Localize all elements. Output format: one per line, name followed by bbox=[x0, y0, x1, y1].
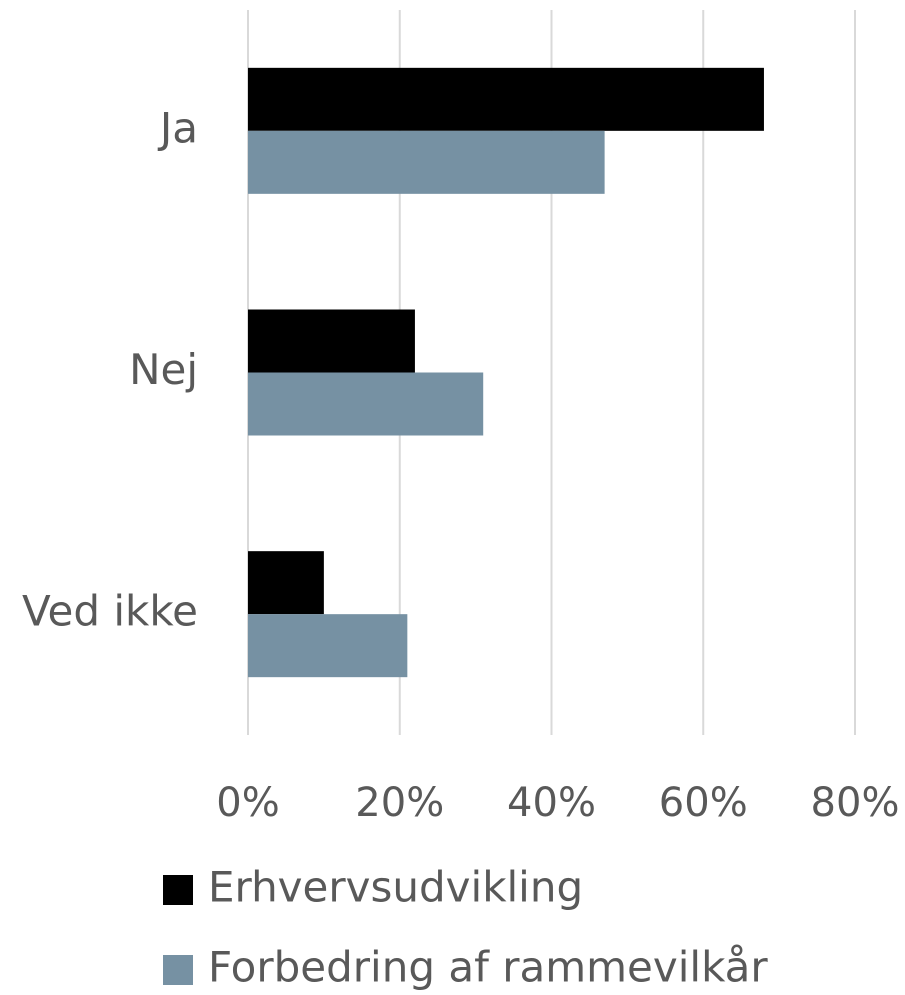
x-tick-label: 80% bbox=[811, 780, 900, 826]
x-tick-label: 60% bbox=[659, 780, 748, 826]
bar bbox=[248, 372, 484, 436]
legend-label: Erhvervsudvikling bbox=[208, 863, 583, 912]
y-tick-label: Nej bbox=[129, 345, 198, 394]
legend-label: Forbedring af rammevilkår bbox=[208, 943, 768, 992]
bar bbox=[248, 614, 408, 678]
bar bbox=[248, 551, 324, 615]
bar bbox=[248, 309, 415, 373]
y-tick-label: Ja bbox=[157, 103, 198, 152]
legend-swatch bbox=[163, 875, 193, 905]
x-tick-label: 40% bbox=[507, 780, 596, 826]
y-tick-label: Ved ikke bbox=[22, 587, 198, 636]
legend-swatch bbox=[163, 955, 193, 985]
bar bbox=[248, 67, 764, 131]
bar bbox=[248, 130, 605, 194]
x-tick-label: 0% bbox=[216, 780, 279, 826]
x-tick-label: 20% bbox=[355, 780, 444, 826]
